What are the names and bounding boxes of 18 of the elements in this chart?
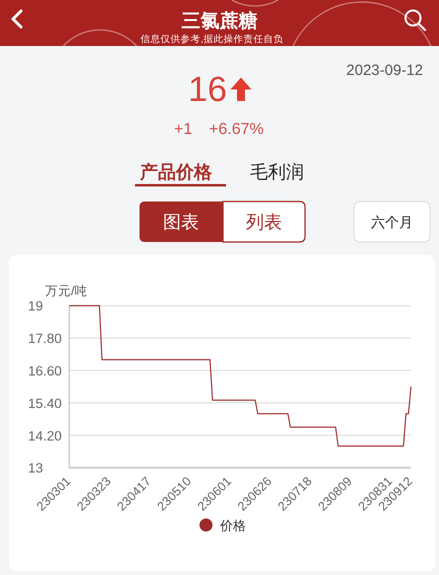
text: 2023-09-12: [346, 62, 423, 79]
text: +1: [174, 121, 192, 138]
text: 列表: [246, 212, 282, 232]
text: 六个月: [371, 214, 413, 230]
y-axis-title: 万元/吨: [45, 284, 88, 298]
text: 16: [188, 70, 227, 109]
y-tick-label: 14.20: [28, 428, 62, 444]
line-series: [68, 305, 412, 447]
text: +6.67%: [209, 121, 264, 138]
text: 图表: [163, 212, 199, 232]
y-tick-label: 17.80: [28, 331, 62, 346]
legend-label: 价格: [219, 518, 246, 533]
y-tick-label: 13: [28, 460, 44, 476]
text: 毛利润: [250, 162, 304, 182]
y-tick-label: 16.60: [28, 364, 62, 378]
y-tick-label: 19: [28, 298, 44, 314]
y-tick-label: 15.40: [28, 396, 62, 411]
text: 产品价格: [139, 162, 213, 182]
